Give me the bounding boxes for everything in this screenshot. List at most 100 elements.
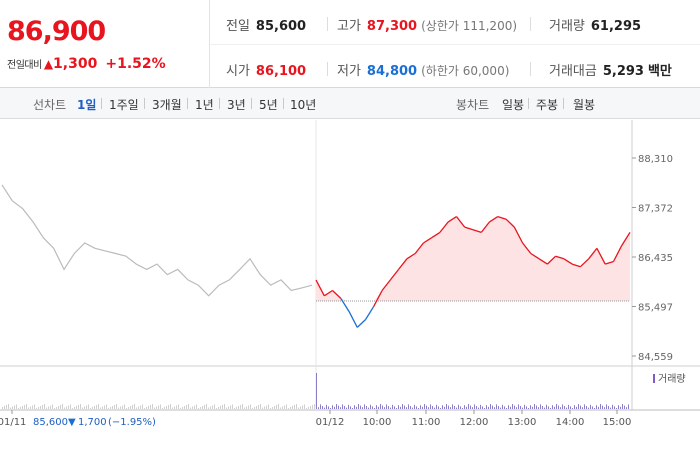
volume-bar [90, 408, 91, 409]
volume-bar [320, 404, 321, 409]
volume-bar [102, 406, 103, 409]
volume-bar [216, 408, 217, 409]
volume-bar [146, 407, 147, 409]
volume-bar [264, 406, 265, 409]
volume-bar [94, 406, 95, 409]
volume-bar [220, 406, 221, 409]
volume-bar [562, 404, 563, 409]
volume-bar [322, 406, 323, 409]
volume-bar [148, 406, 149, 409]
stat-label: 저가 [337, 64, 361, 79]
volume-bar [614, 406, 615, 409]
divider [219, 98, 220, 109]
volume-bar [518, 404, 519, 409]
price-axis-labels: 88,310 87,372 86,435 85,497 84,559 [632, 154, 673, 363]
divider [251, 98, 252, 109]
volume-bar [114, 405, 115, 409]
volume-bar [342, 404, 343, 409]
prev-day-close: 85,600 [33, 417, 68, 428]
volume-bar [522, 407, 523, 409]
volume-bar [120, 406, 121, 409]
tab-5y[interactable]: 5년 [259, 98, 278, 112]
volume-bar [584, 404, 585, 409]
volume-bar [608, 406, 609, 409]
today-segment [381, 279, 391, 291]
volume-pane [2, 373, 629, 409]
volume-bar [416, 406, 417, 409]
volume-bar [448, 405, 449, 409]
volume-bar [588, 407, 589, 409]
volume-bar [198, 408, 199, 409]
volume-bar [130, 406, 131, 409]
volume-bar [108, 408, 109, 409]
volume-bar [144, 408, 145, 409]
volume-bar [424, 404, 425, 409]
volume-bar [490, 404, 491, 409]
today-segment [356, 319, 367, 328]
volume-bar [188, 404, 189, 409]
volume-bar [312, 405, 313, 409]
today-price-line [315, 215, 631, 328]
today-segment [588, 247, 598, 260]
volume-bar [506, 408, 507, 409]
volume-bar [618, 405, 619, 409]
volume-legend: 거래량 [658, 373, 686, 385]
tab-1d[interactable]: 1일 [77, 98, 97, 112]
volume-bar [536, 405, 537, 409]
x-tick-label: 10:00 [363, 417, 392, 428]
volume-bar [86, 405, 87, 409]
y-tick-label: 86,435 [638, 253, 673, 264]
volume-bar [456, 407, 457, 409]
volume-bar [310, 406, 311, 409]
volume-bar [212, 405, 213, 409]
stat-value: 87,300 [366, 19, 418, 34]
volume-bar [386, 404, 387, 409]
volume-bar [308, 407, 309, 409]
volume-bar [574, 405, 575, 409]
volume-bar [508, 405, 509, 409]
tab-weekly-candle[interactable]: 주봉 [536, 98, 559, 112]
tab-10y[interactable]: 10년 [290, 98, 317, 112]
today-segment [489, 216, 499, 223]
today-segment [563, 258, 573, 265]
tab-daily-candle[interactable]: 일봉 [502, 98, 525, 112]
tab-1w[interactable]: 1주일 [109, 98, 139, 112]
volume-bar [4, 406, 5, 409]
volume-bar [362, 407, 363, 409]
today-segment [323, 289, 333, 297]
volume-bar [248, 405, 249, 409]
volume-bar [80, 404, 81, 409]
volume-bar [46, 407, 47, 409]
volume-bar [92, 407, 93, 409]
volume-bar [140, 405, 141, 409]
volume-bar [604, 407, 605, 409]
volume-bar [326, 404, 327, 409]
volume-bar [284, 405, 285, 409]
volume-bar [328, 406, 329, 409]
volume-bar [538, 407, 539, 409]
volume-bar [474, 404, 475, 409]
tab-3m[interactable]: 3개월 [152, 98, 182, 112]
today-segment [505, 218, 515, 228]
volume-bar [258, 405, 259, 409]
volume-bar [430, 404, 431, 409]
volume-bar [356, 406, 357, 409]
volume-bar [254, 407, 255, 409]
volume-bar [230, 405, 231, 409]
tab-monthly-candle[interactable]: 월봉 [573, 98, 596, 112]
y-tick-label: 88,310 [638, 154, 673, 165]
volume-bar [570, 406, 571, 409]
volume-bar [366, 406, 367, 409]
volume-bar [626, 407, 627, 409]
line-chart-label: 선차트 [33, 98, 67, 112]
volume-bar [544, 407, 545, 409]
volume-bar [294, 405, 295, 409]
volume-bar [196, 404, 197, 409]
volume-bar [422, 406, 423, 409]
tab-1y[interactable]: 1년 [195, 98, 214, 112]
tab-3y[interactable]: 3년 [227, 98, 246, 112]
volume-bar [10, 407, 11, 409]
volume-bar [262, 407, 263, 409]
volume-bar [110, 407, 111, 409]
volume-bar [364, 404, 365, 409]
